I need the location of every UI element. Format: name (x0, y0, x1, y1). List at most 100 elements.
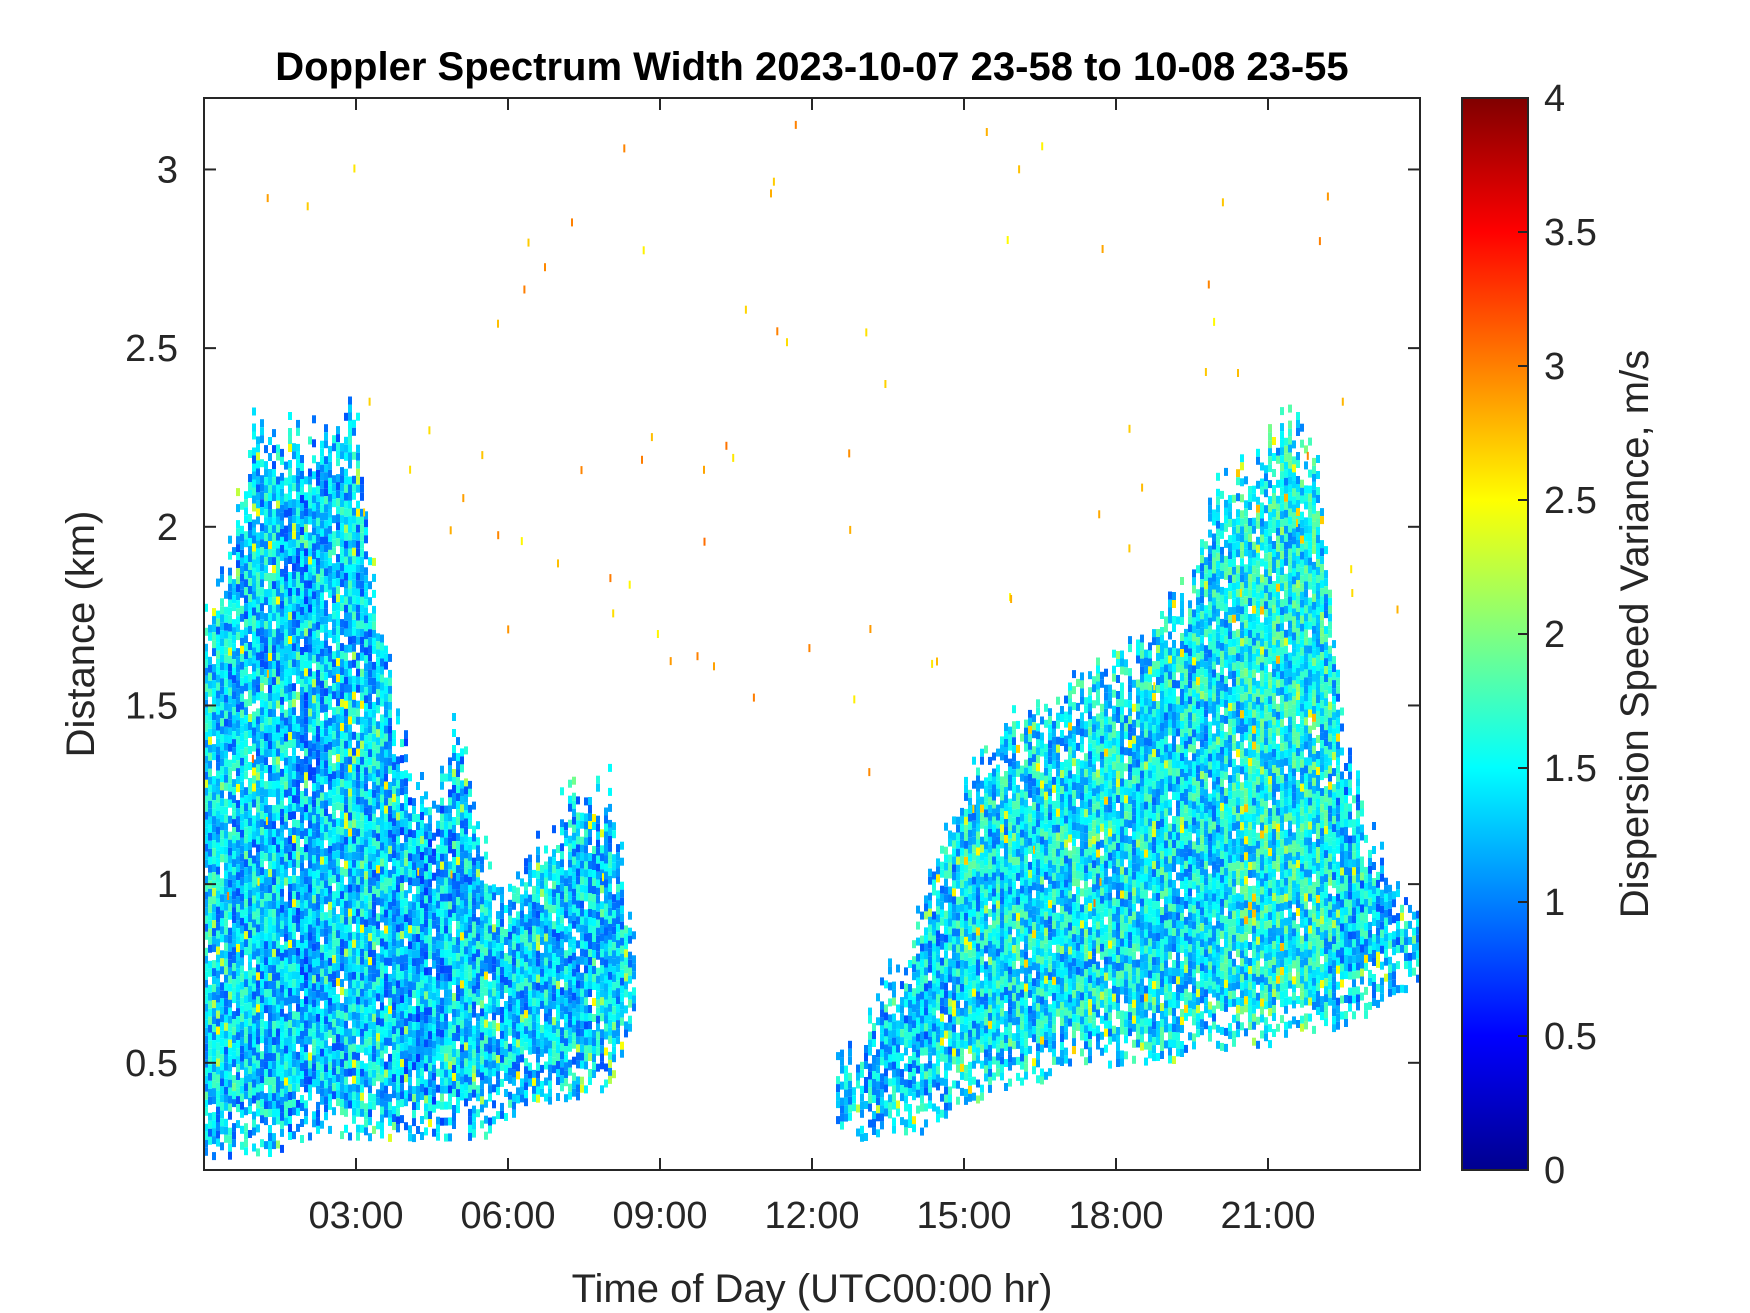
heatmap-cell (536, 950, 540, 959)
heatmap-cell (356, 1132, 360, 1141)
heatmap-cell (348, 476, 352, 485)
heatmap-cell (220, 1030, 224, 1039)
heatmap-cell (208, 1008, 212, 1017)
heatmap-cell (336, 978, 340, 987)
heatmap-cell (344, 996, 348, 1005)
heatmap-cell (328, 933, 332, 942)
heatmap-cell (348, 964, 352, 973)
heatmap-cell (544, 869, 548, 878)
heatmap-cell (528, 982, 532, 991)
heatmap-cell (276, 788, 280, 797)
heatmap-cell (248, 890, 252, 898)
heatmap-cell (428, 1071, 432, 1080)
heatmap-cell (528, 1038, 532, 1047)
heatmap-cell (316, 837, 320, 846)
heatmap-cell (360, 476, 364, 485)
heatmap-cell (444, 829, 448, 838)
heatmap-cell (208, 1088, 212, 1097)
heatmap-cell (532, 869, 536, 878)
heatmap-cell (292, 555, 296, 564)
heatmap-cell (344, 1068, 348, 1077)
heatmap-cell (228, 655, 232, 664)
heatmap-cell (540, 904, 544, 913)
heatmap-cell (208, 984, 212, 993)
heatmap-cell (356, 668, 360, 677)
heatmap-cell (344, 868, 348, 877)
heatmap-cell (428, 935, 432, 944)
heatmap-cell (392, 1002, 396, 1011)
heatmap-cell (208, 1120, 212, 1129)
heatmap-cell (276, 964, 280, 973)
heatmap-cell (500, 1110, 504, 1119)
heatmap-cell (248, 610, 252, 618)
heatmap-cell (276, 652, 280, 661)
heatmap-cell (292, 1059, 296, 1068)
heatmap-cell (364, 551, 368, 560)
heatmap-cell (388, 1109, 392, 1118)
heatmap-cell (272, 909, 276, 918)
heatmap-cell (372, 853, 376, 862)
heatmap-cell (436, 1028, 440, 1037)
heatmap-cell (288, 524, 292, 532)
heatmap-cell (416, 918, 420, 926)
heatmap-cell (356, 972, 360, 981)
heatmap-cell (264, 525, 268, 534)
heatmap-cell (284, 533, 288, 542)
heatmap-cell (564, 1046, 568, 1055)
heatmap-cell (212, 1136, 216, 1145)
heatmap-cell (344, 476, 348, 485)
heatmap-cell (280, 480, 284, 489)
heatmap-cell (216, 738, 220, 747)
heatmap-cell (400, 1035, 404, 1044)
heatmap-cell (276, 852, 280, 861)
heatmap-cell (452, 1017, 456, 1025)
heatmap-cell (336, 594, 340, 603)
heatmap-cell (248, 962, 252, 970)
heatmap-cell (280, 704, 284, 713)
heatmap-cell (280, 520, 284, 529)
heatmap-cell (360, 508, 364, 517)
heatmap-cell (256, 588, 260, 597)
heatmap-cell (352, 707, 356, 716)
heatmap-cell (368, 741, 372, 750)
heatmap-cell (272, 901, 276, 910)
heatmap-cell (316, 885, 320, 894)
heatmap-cell (460, 1084, 464, 1093)
heatmap-cell (336, 730, 340, 739)
heatmap-cell (220, 1006, 224, 1015)
heatmap-cell (552, 889, 556, 898)
heatmap-cell (316, 501, 320, 510)
heatmap-cell (364, 535, 368, 544)
heatmap-cell (328, 1085, 332, 1094)
heatmap-cell (240, 1085, 244, 1094)
heatmap-cell (240, 725, 244, 734)
heatmap-cell (240, 1029, 244, 1038)
heatmap-cell (300, 767, 304, 775)
heatmap-cell (388, 709, 392, 718)
heatmap-cell (272, 517, 276, 526)
heatmap-cell (540, 872, 544, 881)
heatmap-cell (356, 508, 360, 517)
heatmap-cell (232, 987, 236, 996)
heatmap-cell (416, 782, 420, 790)
heatmap-cell (368, 957, 372, 966)
heatmap-cell (296, 1051, 300, 1060)
heatmap-cell (360, 996, 364, 1005)
heatmap-cell (208, 832, 212, 841)
heatmap-cell (292, 859, 296, 868)
heatmap-cell (312, 639, 316, 648)
heatmap-cell (412, 814, 416, 823)
heatmap-cell (240, 653, 244, 662)
heatmap-cell (208, 1032, 212, 1041)
heatmap-cell (380, 914, 384, 923)
heatmap-cell (272, 1045, 276, 1054)
heatmap-cell (280, 808, 284, 817)
heatmap-cell (376, 633, 380, 642)
heatmap-cell (320, 952, 324, 961)
heatmap-cell (372, 1005, 376, 1014)
heatmap-cell (252, 927, 256, 936)
heatmap-cell (264, 757, 268, 766)
heatmap-cell (460, 1076, 464, 1085)
heatmap-cell (360, 964, 364, 973)
heatmap-cell (244, 1035, 248, 1044)
